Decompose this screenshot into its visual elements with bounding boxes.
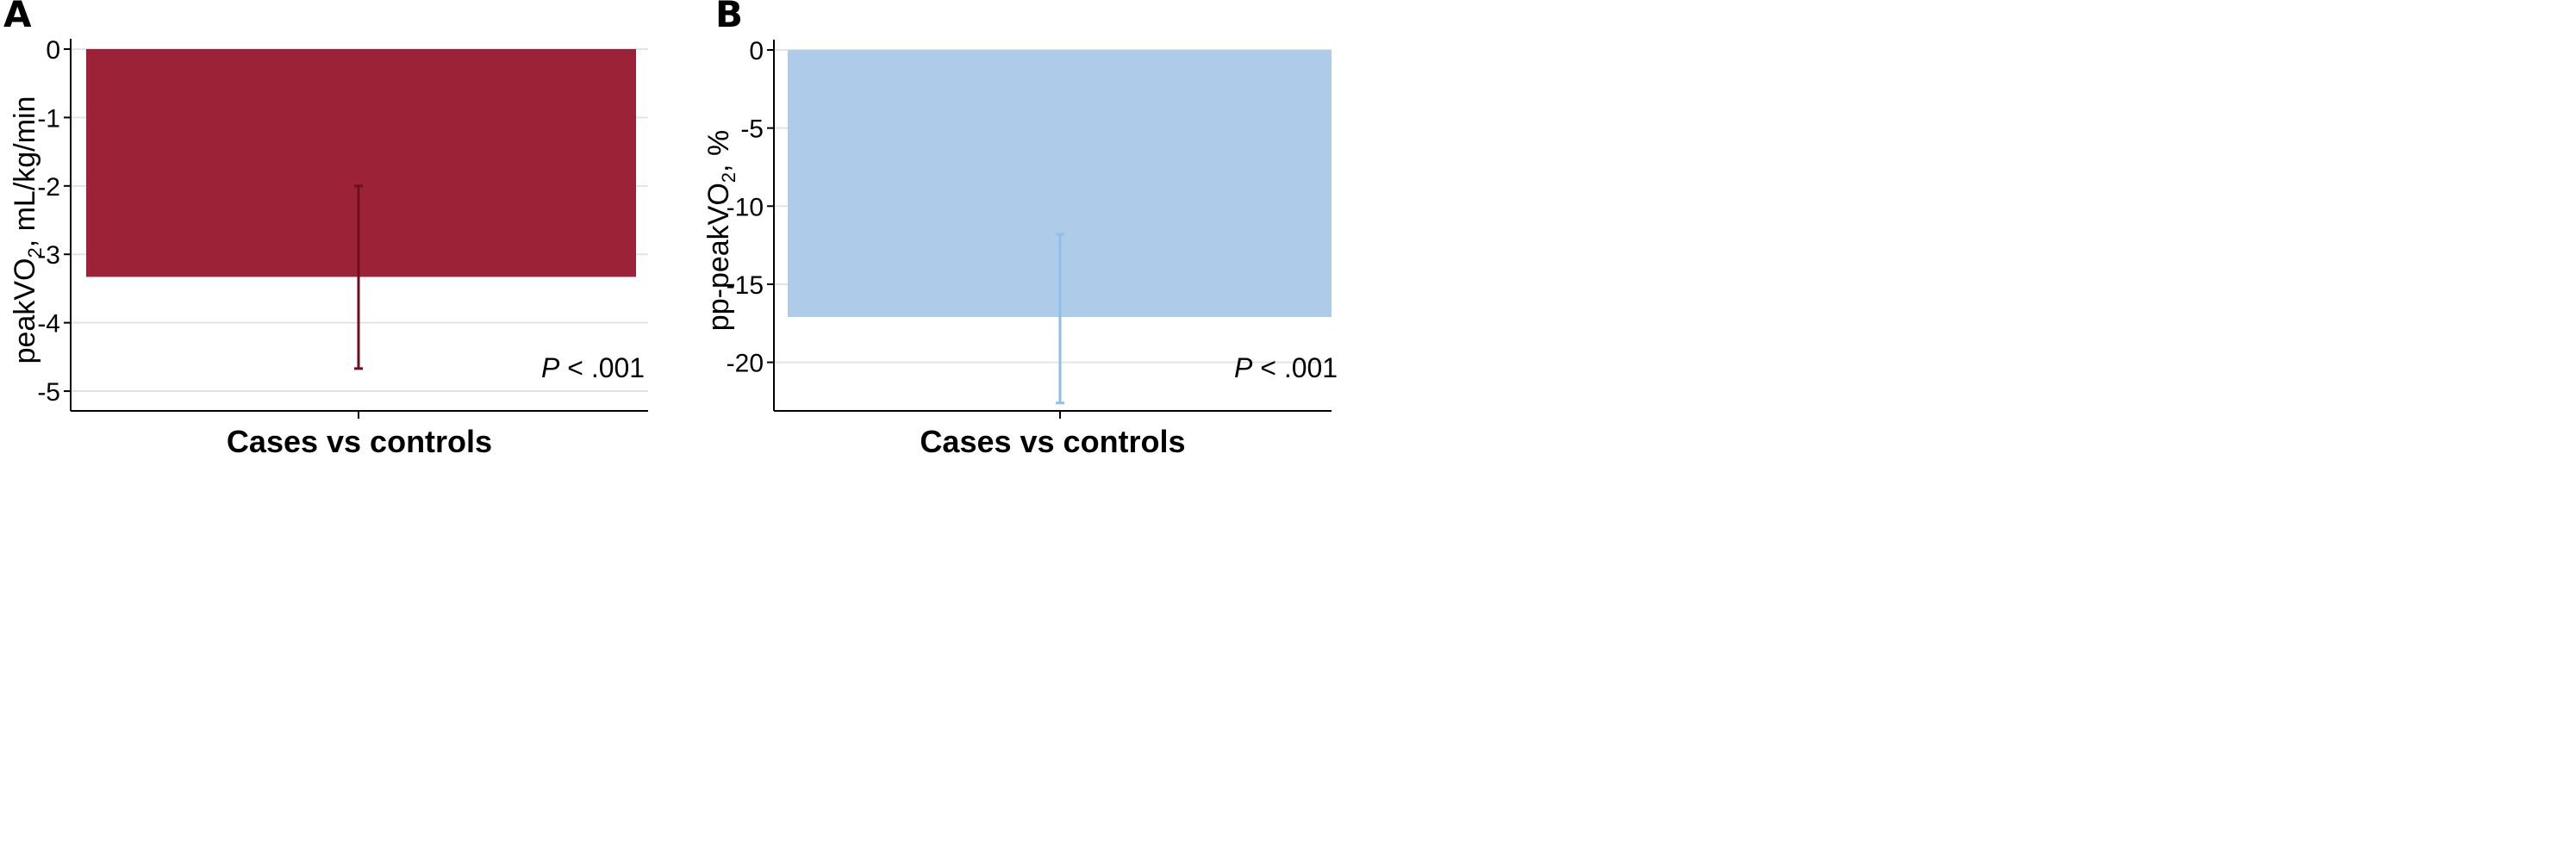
chart-panel-a: 0 -1 -2 -3 -4 -5 peakVO2, mL/kg/min Cases vs … (9, 36, 648, 459)
y-ticks-b: 0 -5 -10 -15 -20 (727, 37, 774, 378)
y-ticks-a: 0 -1 -2 -3 -4 -5 (37, 36, 71, 407)
x-axis-label-a: Cases vs controls (227, 424, 492, 459)
y-tick-label-0: 0 (749, 37, 764, 65)
y-tick-label-3: -3 (37, 241, 60, 270)
y-tick-label-1: -5 (740, 115, 764, 144)
y-tick-label-5: -5 (37, 378, 60, 407)
y-tick-label-4: -4 (37, 310, 60, 339)
p-value-annotation-a: P < .001 (541, 352, 645, 383)
chart-panel-b: 0 -5 -10 -15 -20 pp-peakVO2, % Cases vs cont… (702, 37, 1338, 459)
x-axis-label-b: Cases vs controls (920, 424, 1185, 459)
error-bar-b (1056, 233, 1064, 405)
y-tick-label-0: 0 (46, 36, 60, 65)
y-axis-label-b: pp-peakVO2, % (702, 130, 739, 331)
p-value-annotation-b: P < .001 (1234, 352, 1338, 383)
y-tick-label-2: -2 (37, 173, 60, 202)
y-tick-label-4: -20 (727, 350, 764, 378)
panel-label-a: A (3, 0, 32, 35)
panel-label-b: B (715, 0, 744, 35)
y-tick-label-3: -15 (727, 271, 764, 300)
error-bar-a (354, 184, 363, 370)
y-tick-label-1: -1 (37, 104, 60, 133)
y-axis-label-a: peakVO2, mL/kg/min (9, 96, 46, 364)
y-tick-label-2: -10 (727, 193, 764, 221)
bar-cases-vs-controls-a (86, 49, 636, 277)
